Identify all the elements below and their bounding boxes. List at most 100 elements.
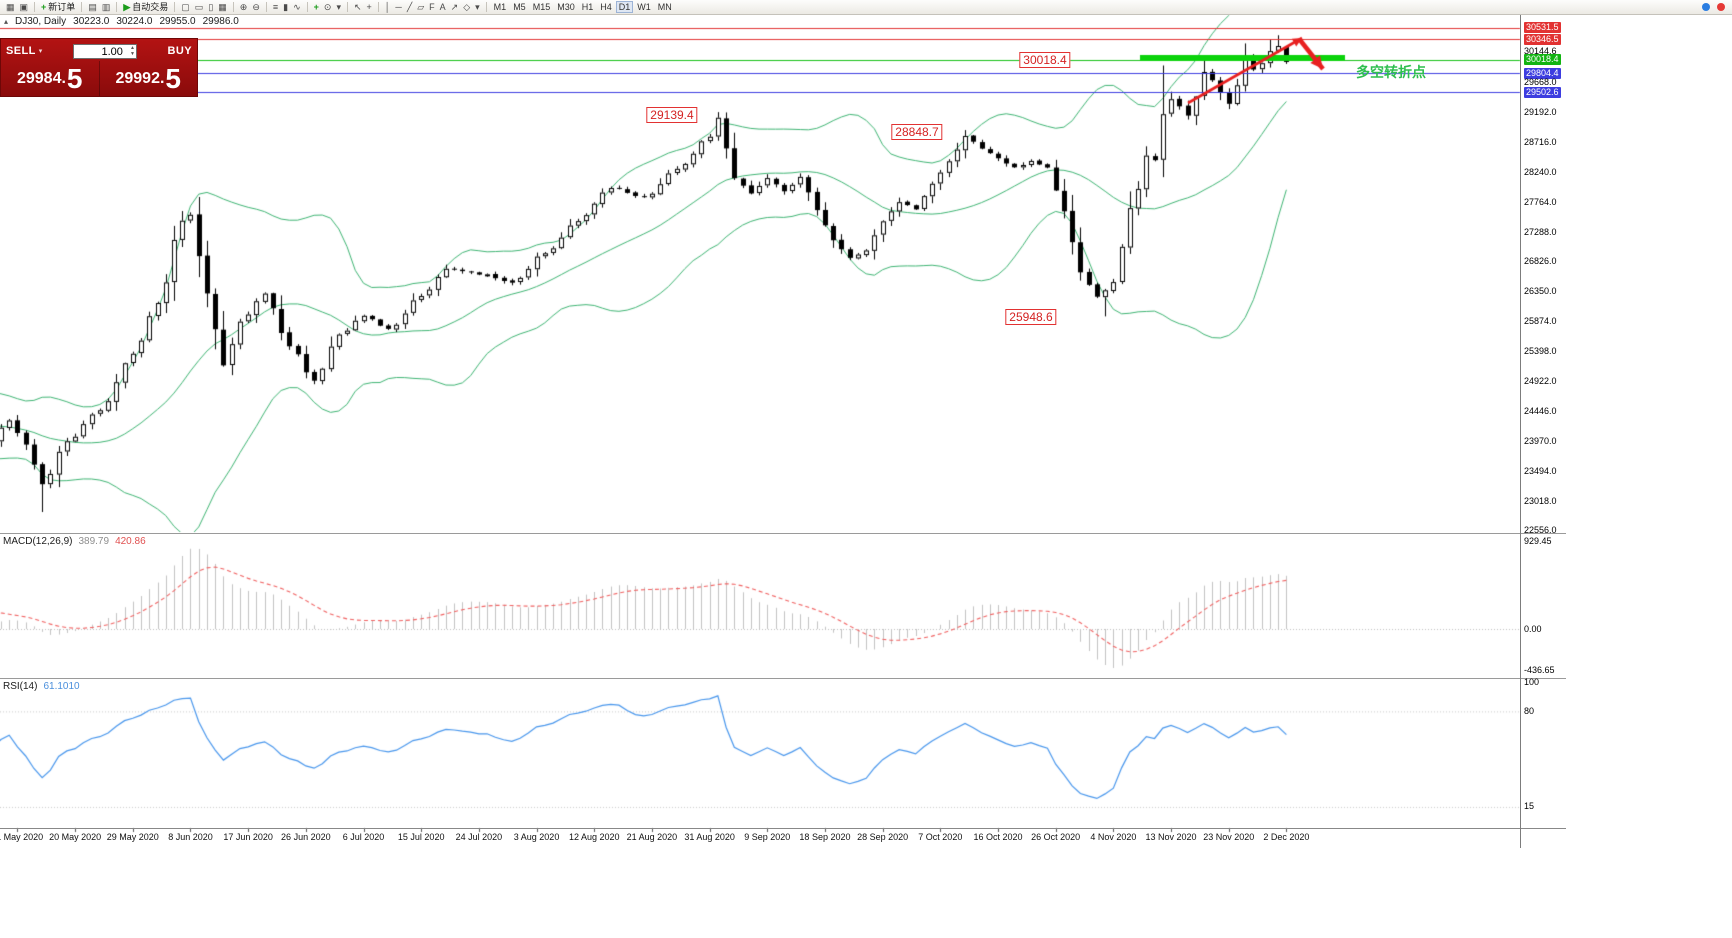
arrange-windows-icon[interactable]: ▦ [216,1,229,14]
date-label: 12 Aug 2020 [568,832,620,842]
price-scale[interactable]: 30531.5 30346.5 30144.6 30018.4 29804.4 29668… [1521,0,1591,938]
rsi-tick: 80 [1524,705,1535,716]
rsi-tick: 15 [1524,801,1535,812]
price-tick: 23970.0 [1524,435,1557,446]
price-callout[interactable]: 29139.4 [646,107,698,123]
timeframe-h1[interactable]: H1 [581,2,594,12]
toolbar-separator [485,2,487,12]
vertical-line-icon[interactable]: │ [383,1,393,14]
cursor-icon[interactable]: ↖ [352,1,364,14]
timeframe-w1[interactable]: W1 [637,2,651,12]
price-callout[interactable]: 25948.6 [1005,309,1057,325]
tile-vertical-icon[interactable]: ▯ [206,1,215,14]
lot-spinner[interactable]: ▲ ▼ [130,45,135,57]
macd-tick: 0.00 [1524,623,1542,634]
spinner-up-icon[interactable]: ▲ [129,44,135,51]
alert-icon[interactable] [1717,3,1725,11]
toolbar-separator [346,2,348,12]
date-label: 7 Oct 2020 [918,832,963,842]
cascade-windows-icon[interactable]: ▢ [179,1,192,14]
price-callout[interactable]: 30018.4 [1019,52,1071,68]
trendline-icon[interactable]: ╱ [405,1,414,14]
arrange-windows-icon-glyph: ▦ [218,1,227,12]
profile-icon[interactable]: ▣ [18,1,31,14]
date-label: 9 Sep 2020 [744,832,791,842]
price-callout[interactable]: 28848.7 [891,124,943,140]
toolbar-separator [116,2,118,12]
autotrading-button[interactable]: ▶ 自动交易 [121,1,170,14]
date-label: 13 Nov 2020 [1145,832,1197,842]
price-scale-border [1520,14,1521,848]
channel-icon[interactable]: ▱ [415,1,426,14]
one-click-top-row: SELL ▾ 1.00 ▲ ▼ BUY [1,39,197,61]
timeframe-d1[interactable]: D1 [615,1,634,13]
indicators-icon[interactable]: + [312,1,321,14]
horizontal-line-icon[interactable]: ─ [393,1,403,14]
navigator-icon[interactable]: ▥ [100,1,113,14]
date-label: 26 Jun 2020 [281,832,331,842]
buy-price-button[interactable]: 29992. 5 [100,61,198,96]
price-tick: 28240.0 [1524,166,1557,177]
crosshair-icon[interactable]: + [365,1,374,14]
time-scale[interactable]: 11 May 2020 20 May 2020 29 May 2020 8 Jun 2… [0,828,1520,850]
templates-icon-glyph: ▾ [336,1,341,12]
shapes-icon[interactable]: ◇ [461,1,472,14]
new-order-button[interactable]: + 新订单 [39,1,77,14]
zoom-out-icon[interactable]: ⊖ [250,1,262,14]
community-icon[interactable] [1702,3,1710,11]
timeframe-mn[interactable]: MN [657,2,672,12]
price-tick: 27288.0 [1524,226,1557,237]
price-tick: 22556.0 [1524,524,1557,535]
sell-price-button[interactable]: 29984. 5 [1,61,100,96]
arrow-tool-icon[interactable]: ↗ [449,1,461,14]
zoom-out-icon-glyph: ⊖ [252,1,260,12]
sell-caret-icon[interactable]: ▾ [38,48,43,55]
shapes-dropdown-icon[interactable]: ▾ [473,1,482,14]
spinner-down-icon[interactable]: ▼ [129,50,135,57]
shapes-icon-glyph: ◇ [463,1,471,12]
rsi-value: 61.1010 [43,681,80,692]
macd-tick: 929.45 [1524,535,1552,546]
market-watch-icon[interactable]: ▤ [86,1,99,14]
date-label: 20 May 2020 [49,832,102,842]
rsi-tick: 100 [1524,676,1540,687]
timeframe-m30[interactable]: M30 [557,2,575,12]
chart-window-icon[interactable]: ▦ [4,1,17,14]
buy-price-main: 29992. [115,69,165,87]
lot-size-input[interactable]: 1.00 ▲ ▼ [72,43,137,59]
annotation-text[interactable]: 多空转折点 [1356,64,1426,80]
zoom-in-icon[interactable]: ⊕ [238,1,250,14]
timeframe-h4[interactable]: H4 [600,2,612,12]
price-tick: 26350.0 [1524,285,1557,296]
date-label: 6 Jul 2020 [342,832,385,842]
date-label: 8 Jun 2020 [168,832,213,842]
panel-splitter-rsi[interactable] [0,678,1566,679]
fibonacci-icon[interactable]: F [427,1,437,14]
candlestick-chart-icon[interactable]: ▮ [281,1,290,14]
tile-windows-icon[interactable]: ▭ [193,1,206,14]
date-label: 28 Sep 2020 [857,832,909,842]
periods-icon[interactable]: ⊙ [322,1,334,14]
profile-icon-glyph: ▣ [19,1,29,12]
macd-signal-value: 420.86 [115,536,146,547]
templates-icon[interactable]: ▾ [334,1,343,14]
timeframe-m1[interactable]: M1 [493,2,507,12]
timeframe-m5[interactable]: M5 [513,2,526,12]
price-tick: 23494.0 [1524,465,1557,476]
date-label: 17 Jun 2020 [223,832,273,842]
date-label: 18 Sep 2020 [799,832,851,842]
panel-splitter-macd[interactable] [0,533,1566,534]
tile-windows-icon-glyph: ▭ [194,1,204,12]
bar-chart-icon[interactable]: ≡ [271,1,280,14]
text-tool-icon[interactable]: A [438,1,448,14]
price-tick-blue: 29804.4 [1524,67,1561,79]
line-chart-icon[interactable]: ∿ [291,1,303,14]
timeframe-m15[interactable]: M15 [532,2,551,12]
toolbar-separator [306,2,308,12]
buy-button[interactable]: BUY [167,45,192,57]
sell-button[interactable]: SELL [6,45,36,57]
crosshair-icon-glyph: + [366,1,372,12]
date-label: 15 Jul 2020 [397,832,445,842]
